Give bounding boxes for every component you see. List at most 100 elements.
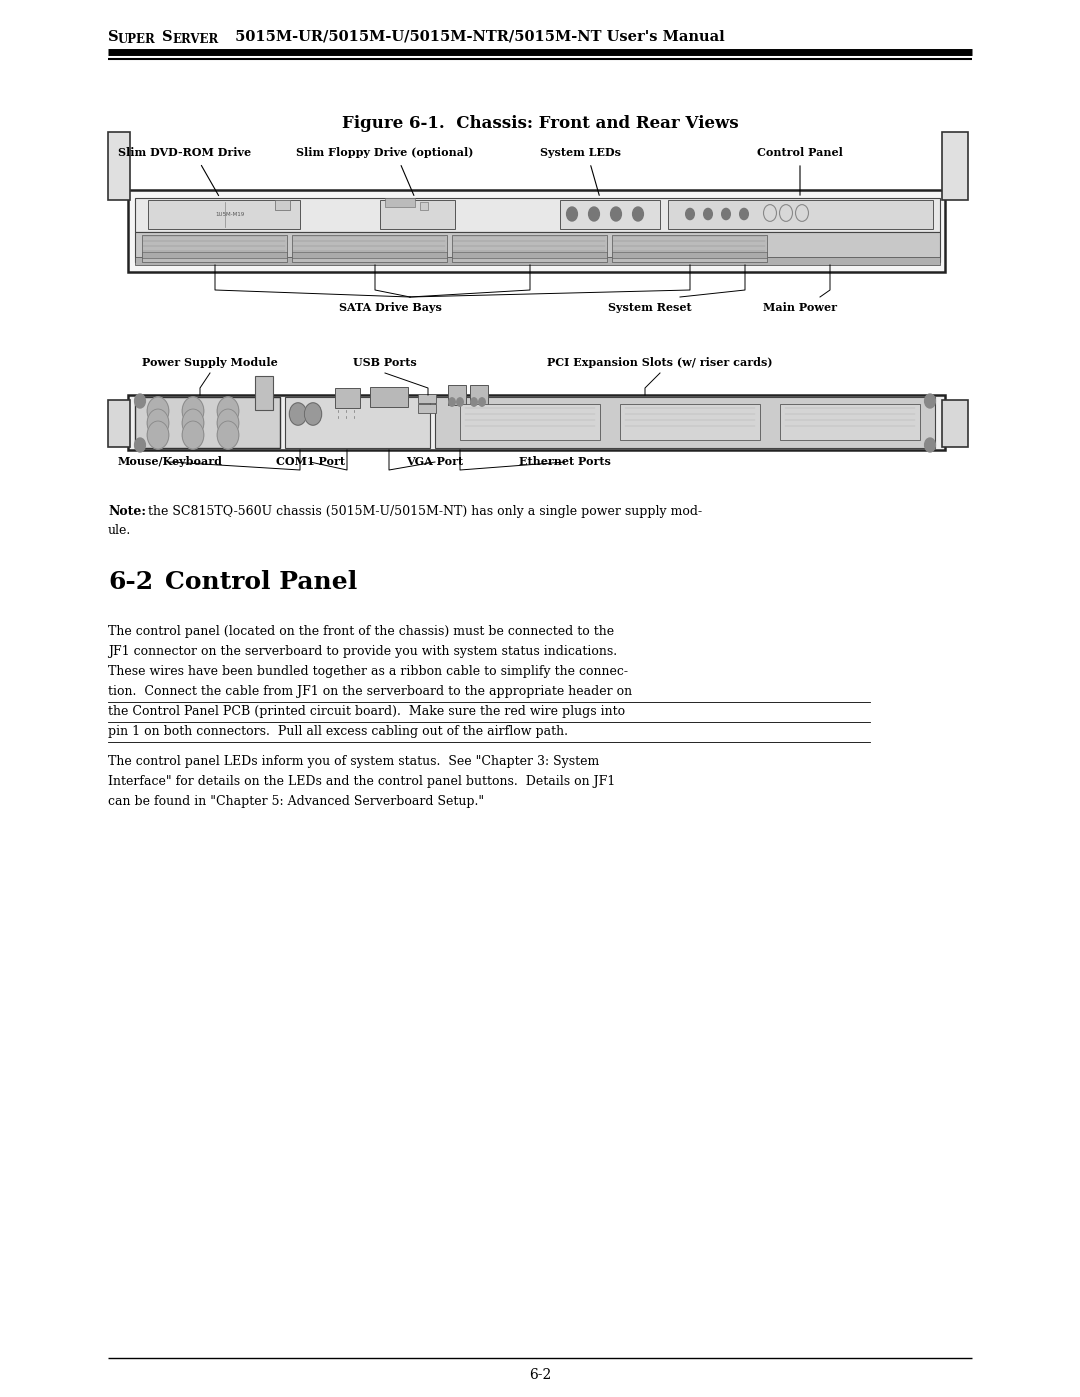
Text: Figure 6-1.  Chassis: Front and Rear Views: Figure 6-1. Chassis: Front and Rear View… xyxy=(341,115,739,131)
FancyBboxPatch shape xyxy=(108,131,130,200)
Circle shape xyxy=(147,397,168,425)
Bar xyxy=(420,203,428,210)
Bar xyxy=(384,198,415,207)
Bar xyxy=(448,386,465,405)
Bar xyxy=(435,397,935,448)
Circle shape xyxy=(924,394,935,408)
Bar xyxy=(453,251,607,258)
Bar xyxy=(470,386,488,405)
Text: System Reset: System Reset xyxy=(608,302,692,313)
Circle shape xyxy=(686,208,694,219)
Bar xyxy=(370,387,408,407)
Text: 1U5M-M19: 1U5M-M19 xyxy=(215,212,245,218)
Text: These wires have been bundled together as a ribbon cable to simplify the connec-: These wires have been bundled together a… xyxy=(108,665,627,678)
Circle shape xyxy=(183,409,204,437)
Text: SATA Drive Bays: SATA Drive Bays xyxy=(338,302,442,313)
Text: S: S xyxy=(108,29,119,43)
Circle shape xyxy=(147,409,168,437)
Text: The control panel LEDs inform you of system status.  See "Chapter 3: System: The control panel LEDs inform you of sys… xyxy=(108,754,599,768)
Text: JF1 connector on the serverboard to provide you with system status indications.: JF1 connector on the serverboard to prov… xyxy=(108,645,617,658)
Circle shape xyxy=(183,420,204,448)
Bar xyxy=(141,235,287,263)
Circle shape xyxy=(633,207,644,221)
Circle shape xyxy=(147,420,168,448)
Text: Ethernet Ports: Ethernet Ports xyxy=(519,455,611,467)
Text: tion.  Connect the cable from JF1 on the serverboard to the appropriate header o: tion. Connect the cable from JF1 on the … xyxy=(108,685,632,698)
Text: can be found in "Chapter 5: Advanced Serverboard Setup.": can be found in "Chapter 5: Advanced Ser… xyxy=(108,795,484,807)
Text: The control panel (located on the front of the chassis) must be connected to the: The control panel (located on the front … xyxy=(108,624,615,638)
Bar xyxy=(380,200,455,229)
Circle shape xyxy=(924,439,935,453)
Circle shape xyxy=(567,207,578,221)
Bar xyxy=(669,200,933,229)
Bar xyxy=(135,257,940,265)
Text: 6-2: 6-2 xyxy=(108,570,153,594)
Text: ERVER: ERVER xyxy=(172,34,218,46)
Circle shape xyxy=(183,397,204,425)
Bar xyxy=(275,200,291,210)
Circle shape xyxy=(217,409,239,437)
Text: Mouse/Keyboard: Mouse/Keyboard xyxy=(118,455,222,467)
Circle shape xyxy=(217,397,239,425)
Text: Main Power: Main Power xyxy=(762,302,837,313)
Text: the SC815TQ-560U chassis (5015M-U/5015M-NT) has only a single power supply mod-: the SC815TQ-560U chassis (5015M-U/5015M-… xyxy=(148,504,702,518)
Text: VGA Port: VGA Port xyxy=(406,455,463,467)
FancyBboxPatch shape xyxy=(942,131,968,200)
Text: PCI Expansion Slots (w/ riser cards): PCI Expansion Slots (w/ riser cards) xyxy=(548,358,773,367)
Bar xyxy=(255,376,273,409)
Text: System LEDs: System LEDs xyxy=(540,147,621,158)
Text: 6-2: 6-2 xyxy=(529,1368,551,1382)
Text: S: S xyxy=(162,29,173,43)
Circle shape xyxy=(471,398,477,407)
Bar xyxy=(285,397,430,448)
Circle shape xyxy=(704,208,713,219)
Text: Note:: Note: xyxy=(108,504,146,518)
Bar xyxy=(135,397,280,448)
Text: USB Ports: USB Ports xyxy=(353,358,417,367)
Text: pin 1 on both connectors.  Pull all excess cabling out of the airflow path.: pin 1 on both connectors. Pull all exces… xyxy=(108,725,568,738)
FancyBboxPatch shape xyxy=(129,395,945,450)
FancyBboxPatch shape xyxy=(942,400,968,447)
Circle shape xyxy=(478,398,485,407)
Circle shape xyxy=(740,208,748,219)
Bar xyxy=(292,251,447,258)
Bar xyxy=(612,235,767,263)
Circle shape xyxy=(135,439,146,453)
Circle shape xyxy=(721,208,730,219)
Text: Slim Floppy Drive (optional): Slim Floppy Drive (optional) xyxy=(296,147,474,158)
Circle shape xyxy=(449,398,456,407)
Bar xyxy=(418,394,436,402)
Circle shape xyxy=(610,207,621,221)
Circle shape xyxy=(305,402,322,425)
Text: the Control Panel PCB (printed circuit board).  Make sure the red wire plugs int: the Control Panel PCB (printed circuit b… xyxy=(108,705,625,718)
Bar xyxy=(292,235,447,263)
Bar xyxy=(453,235,607,263)
Bar xyxy=(418,404,436,414)
Text: UPER: UPER xyxy=(118,34,156,46)
Circle shape xyxy=(289,402,307,425)
Text: ule.: ule. xyxy=(108,524,132,536)
Bar xyxy=(561,200,660,229)
Circle shape xyxy=(135,394,146,408)
Bar xyxy=(135,232,940,263)
Text: Power Supply Module: Power Supply Module xyxy=(143,358,278,367)
Circle shape xyxy=(217,420,239,448)
Bar xyxy=(460,404,600,440)
Text: 5015M-UR/5015M-U/5015M-NTR/5015M-NT User's Manual: 5015M-UR/5015M-U/5015M-NTR/5015M-NT User… xyxy=(230,29,725,43)
Text: COM1 Port: COM1 Port xyxy=(275,455,345,467)
FancyBboxPatch shape xyxy=(108,400,130,447)
Bar xyxy=(148,200,300,229)
Bar xyxy=(612,251,767,258)
Bar xyxy=(141,251,287,258)
FancyBboxPatch shape xyxy=(129,190,945,272)
Circle shape xyxy=(589,207,599,221)
Circle shape xyxy=(457,398,463,407)
Bar xyxy=(780,404,920,440)
Bar xyxy=(335,388,360,408)
Text: Control Panel: Control Panel xyxy=(757,147,842,158)
Text: Interface" for details on the LEDs and the control panel buttons.  Details on JF: Interface" for details on the LEDs and t… xyxy=(108,775,616,788)
Text: Slim DVD-ROM Drive: Slim DVD-ROM Drive xyxy=(119,147,252,158)
Bar xyxy=(135,198,940,232)
Text: Control Panel: Control Panel xyxy=(165,570,357,594)
Bar xyxy=(620,404,760,440)
